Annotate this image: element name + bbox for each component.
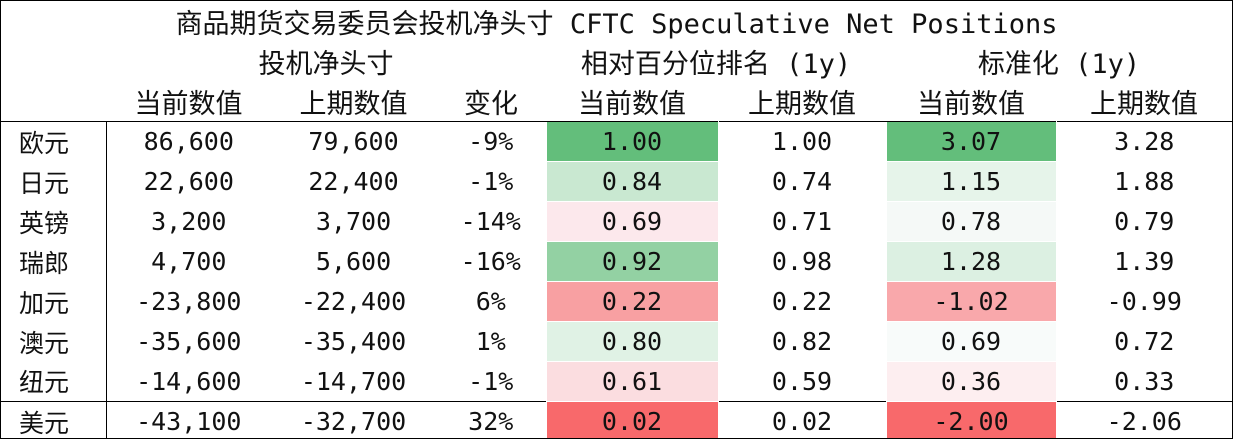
cell: 0.78 [885, 201, 1057, 242]
column-header: 当前数值 [134, 88, 243, 120]
cell: -0.99 [1106, 287, 1182, 316]
cell: 1.00 [718, 121, 886, 162]
row-label: 欧元 [1, 121, 107, 162]
cell: -32,700 [271, 401, 436, 438]
cell: 0.36 [885, 361, 1057, 402]
cell: -23,800 [136, 287, 242, 316]
cell: -35,400 [300, 327, 407, 356]
column-header: 当前数值 [917, 88, 1025, 120]
group-header: 投机净头寸 [258, 48, 394, 80]
row: 英镑 3,200 3,700 -14% 0.69 0.71 0.78 0.79 [1, 201, 1232, 242]
cell: 1.15 [885, 161, 1057, 202]
cell: 3,200 [151, 207, 227, 236]
cell: 3.07 [885, 121, 1057, 162]
row-label: 加元 [1, 281, 107, 322]
row: 欧元 86,600 79,600 -9% 1.00 1.00 3.07 3.28 [1, 121, 1232, 162]
cell: 0.71 [771, 207, 833, 236]
cell: -1% [468, 366, 514, 396]
row: 澳元 -35,600 -35,400 1% 0.80 0.82 0.69 0.72 [1, 321, 1232, 362]
cell: 86,600 [106, 121, 271, 162]
cell: 22,400 [308, 167, 399, 196]
cell: 0.72 [1114, 327, 1175, 356]
column-header: 变化 [464, 88, 518, 120]
cell: 1.39 [1114, 247, 1175, 276]
cell: 22,600 [143, 167, 234, 196]
cell: 5,600 [315, 247, 392, 276]
cell: -1.02 [885, 281, 1057, 322]
cell: 0.22 [545, 281, 719, 322]
row: 美元 -43,100 -32,700 32% 0.02 0.02 -2.00 -2.06 [1, 401, 1232, 438]
cell: 32% [436, 401, 546, 438]
cell: -14% [460, 207, 521, 236]
row-label: 澳元 [1, 321, 107, 362]
row: 瑞郎 4,700 5,600 -16% 0.92 0.98 1.28 1.39 [1, 241, 1232, 282]
row-label: 瑞郎 [1, 241, 107, 282]
cell: 1.00 [545, 121, 719, 162]
cell: 1% [475, 327, 506, 356]
spacer [1, 81, 106, 122]
row-label: 美元 [1, 401, 107, 438]
column-header: 上期数值 [299, 88, 408, 120]
cell: -35,600 [136, 327, 242, 356]
cell: 0.80 [545, 321, 719, 362]
cell: -16% [460, 247, 521, 276]
cell: 3,700 [315, 207, 392, 236]
cell: -2.06 [1056, 401, 1232, 438]
row: 纽元 -14,600 -14,700 -1% 0.61 0.59 0.36 0.33 [1, 361, 1232, 402]
cell: 0.84 [545, 161, 719, 202]
cell: 1.28 [885, 241, 1057, 282]
cell: -9% [436, 121, 546, 162]
spacer [1, 41, 106, 81]
cell: -14,600 [136, 366, 242, 396]
cell: 0.61 [545, 361, 719, 402]
group-header: 标准化 (1y) [977, 48, 1141, 80]
cell: 0.22 [771, 287, 833, 316]
cell: 1.88 [1114, 167, 1175, 196]
cell: 0.59 [771, 366, 833, 396]
column-header: 上期数值 [1090, 88, 1199, 120]
row: 日元 22,600 22,400 -1% 0.84 0.74 1.15 1.88 [1, 161, 1232, 202]
cell: -2.00 [885, 401, 1057, 438]
cell: 0.79 [1114, 207, 1175, 236]
cell: 0.74 [771, 167, 833, 196]
cell: -43,100 [106, 401, 271, 438]
cell: 79,600 [271, 121, 436, 162]
group-header: 相对百分位排名 (1y) [580, 48, 852, 80]
cell: 0.69 [885, 321, 1057, 362]
cell: 0.98 [771, 247, 833, 276]
cell: 0.69 [545, 201, 719, 242]
row-label: 纽元 [1, 361, 107, 402]
cell: 6% [475, 287, 506, 316]
cell: 0.82 [771, 327, 833, 356]
row: 加元 -23,800 -22,400 6% 0.22 0.22 -1.02 -0.99 [1, 281, 1232, 322]
cell: -1% [468, 167, 514, 196]
column-header: 上期数值 [748, 88, 856, 120]
cell: -14,700 [300, 366, 407, 396]
cell: 3.28 [1056, 121, 1232, 162]
cell: -22,400 [300, 287, 407, 316]
row-label: 日元 [1, 161, 107, 202]
cell: 0.33 [1114, 366, 1175, 396]
cell: 0.02 [718, 401, 886, 438]
cell: 0.92 [545, 241, 719, 282]
cell: 4,700 [151, 247, 227, 276]
title: 商品期货交易委员会投机净头寸 CFTC Speculative Net Posi… [175, 8, 1058, 40]
cell: 0.02 [545, 401, 719, 438]
row-label: 英镑 [1, 201, 107, 242]
column-header: 当前数值 [578, 88, 686, 120]
